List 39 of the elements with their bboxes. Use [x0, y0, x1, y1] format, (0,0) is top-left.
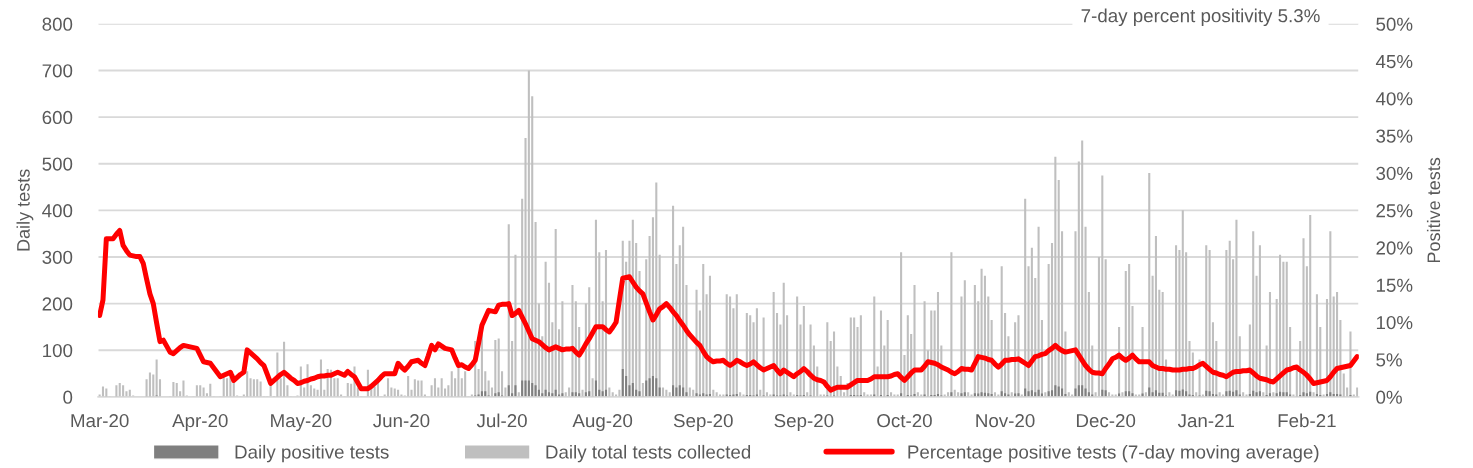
y2-tick-label: 50% [1376, 17, 1413, 31]
y-tick-label: 200 [42, 297, 73, 311]
y-axis-title: Daily tests [16, 169, 34, 251]
y2-tick-label: 25% [1376, 204, 1413, 218]
y-tick-label: 400 [42, 204, 73, 218]
legend-label: Daily positive tests [235, 444, 389, 463]
y-tick-label: 100 [43, 343, 73, 358]
y2-tick-label: 35% [1376, 129, 1413, 143]
x-tick-label: Sep-20 [673, 414, 733, 432]
y2-tick-label: 5% [1376, 353, 1402, 367]
y-tick-label: 0 [63, 390, 73, 404]
x-tick-label: Sep-20 [774, 414, 834, 432]
x-tick-label: May-20 [271, 414, 332, 432]
legend-label: Daily total tests collected [546, 444, 751, 463]
x-tick-label: Feb-21 [1278, 413, 1336, 428]
y-tick-label: 300 [42, 250, 73, 264]
x-tick-label: Oct-20 [877, 414, 932, 428]
legend-label: Percentage positive tests (7-day moving average) [908, 444, 1319, 463]
y2-tick-label: 40% [1375, 92, 1413, 106]
y-tick-label: 700 [42, 64, 73, 78]
y2-tick-label: 45% [1375, 54, 1413, 69]
y2-axis-title: Positive tests [1426, 157, 1441, 263]
y2-tick-label: 15% [1376, 278, 1413, 292]
x-tick-label: Nov-20 [976, 414, 1035, 428]
annotation: 7-day percent positivity 5.3% [1081, 8, 1320, 27]
y2-tick-label: 30% [1376, 166, 1413, 181]
y2-tick-label: 10% [1376, 315, 1413, 330]
y-tick-label: 600 [42, 110, 73, 125]
x-tick-label: Jan-21 [1177, 414, 1235, 428]
y2-tick-label: 0% [1376, 390, 1402, 404]
y2-tick-label: 20% [1376, 241, 1413, 255]
y-tick-label: 800 [42, 17, 73, 31]
x-tick-label: Mar-20 [71, 414, 129, 428]
x-tick-label: Apr-20 [172, 414, 228, 432]
y-tick-label: 500 [42, 157, 73, 171]
x-tick-label: Aug-20 [572, 414, 633, 432]
x-tick-label: Dec-20 [1076, 414, 1136, 428]
x-tick-label: Jun-20 [373, 414, 430, 428]
x-tick-label: Jul-20 [476, 413, 527, 428]
